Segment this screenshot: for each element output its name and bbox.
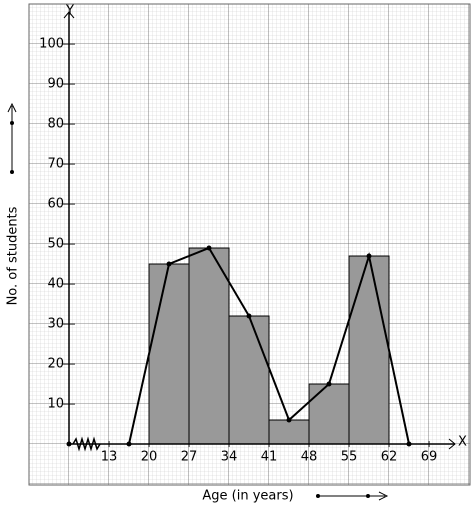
y-arrow [63,11,75,19]
y-tick-label: 100 [39,37,64,52]
y-axis-title: No. of students [6,206,21,305]
x-direction-arrow [316,491,389,501]
x-tick-label: 55 [341,450,358,465]
x-tick-label: 41 [261,450,278,465]
y-tick-label: 50 [47,237,64,252]
bar [188,247,230,445]
plot [126,245,412,447]
x-tick-label: 34 [221,450,238,465]
frequency-polygon [128,246,410,445]
y-tick-label: 70 [47,157,64,172]
x-tick-label: 13 [101,450,118,465]
x-tick-label: 69 [421,450,438,465]
axis-break [72,436,101,452]
y-tick-label: 60 [47,197,64,212]
bar [228,315,270,445]
polygon-point [366,253,372,259]
y-tick-label: 20 [47,357,64,372]
x-axis-title: Age (in years) [202,489,293,504]
y-tick-label: 10 [47,397,64,412]
x-arrow [448,438,456,450]
y-axis-name: Y [65,4,74,19]
x-tick-label: 48 [301,450,318,465]
polygon-point [246,313,252,319]
bar [348,255,390,445]
bar [268,419,310,445]
x-tick-label: 62 [381,450,398,465]
polygon-point [166,261,172,267]
polygon-point [326,381,332,387]
polygon-point [286,417,292,423]
y-tick-label: 40 [47,277,64,292]
x-axis-name: X [458,435,467,450]
bar [308,383,350,445]
x-tick-label: 20 [141,450,158,465]
y-tick-label: 90 [47,77,64,92]
x-tick-label: 27 [181,450,198,465]
y-tick-label: 80 [47,117,64,132]
polygon-point [206,245,212,251]
y-direction-arrow [7,102,17,174]
bar [148,263,190,445]
y-tick-label: 30 [47,317,64,332]
origin [66,441,72,447]
